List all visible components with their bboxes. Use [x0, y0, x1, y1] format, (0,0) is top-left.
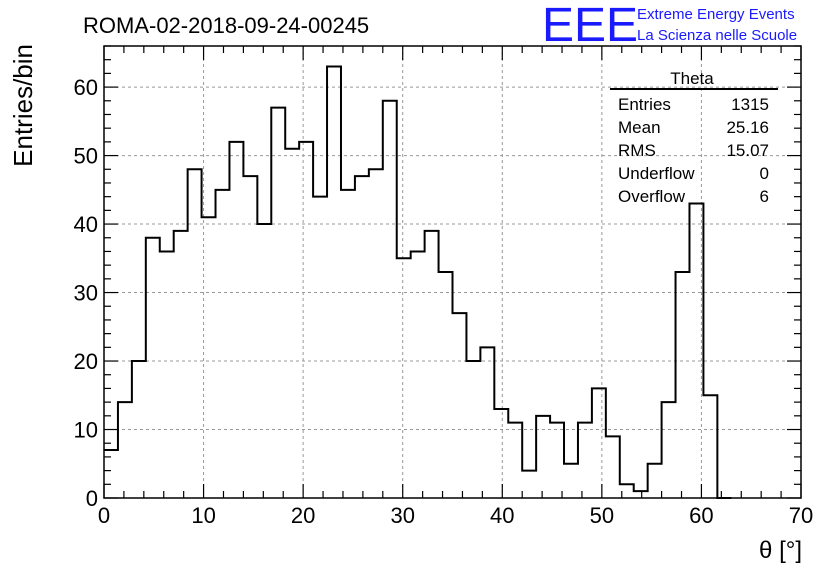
y-tick-label: 10: [74, 418, 98, 443]
x-tick-label: 30: [390, 503, 414, 528]
y-tick-label: 30: [74, 281, 98, 306]
stats-row-label: Overflow: [618, 187, 686, 206]
stats-title: Theta: [670, 69, 714, 88]
x-tick-label: 20: [291, 503, 315, 528]
x-tick-label: 40: [490, 503, 514, 528]
stats-row-value: 0: [760, 164, 769, 183]
stats-rows: Entries 1315 Mean 25.16 RMS 15.07 Underflow 0 Ov…: [618, 95, 769, 206]
stats-row-label: Underflow: [618, 164, 695, 183]
plot-frame: [103, 45, 802, 499]
logo-mark: EEE: [542, 0, 638, 52]
y-tick-label: 40: [74, 212, 98, 237]
stats-box: Theta Entries 1315 Mean 25.16 RMS 15.07 Underf…: [610, 69, 778, 206]
chart-title: ROMA-02-2018-09-24-00245: [83, 13, 369, 38]
x-tick-label: 70: [789, 503, 813, 528]
x-tick-label: 0: [98, 503, 110, 528]
x-tick-label: 50: [590, 503, 614, 528]
stats-row-value: 1315: [731, 95, 769, 114]
stats-row-value: 25.16: [726, 118, 769, 137]
stats-row-value: 15.07: [726, 141, 769, 160]
stats-row-label: Mean: [618, 118, 661, 137]
y-tick-label: 0: [86, 486, 98, 511]
y-axis-label: Entries/bin: [8, 44, 38, 167]
stats-row-label: Entries: [618, 95, 671, 114]
x-tick-label: 10: [191, 503, 215, 528]
logo-line-2: La Scienza nelle Scuole: [637, 27, 797, 44]
y-tick-label: 20: [74, 349, 98, 374]
x-tick-label: 60: [689, 503, 713, 528]
histogram-line: [104, 65, 732, 499]
eee-logo: EEE Extreme Energy Events La Scienza nel…: [542, 0, 797, 52]
logo-line-1: Extreme Energy Events: [637, 6, 795, 23]
stats-row-value: 6: [760, 187, 769, 206]
stats-row-label: RMS: [618, 141, 656, 160]
y-tick-label: 60: [74, 75, 98, 100]
y-tick-label: 50: [74, 144, 98, 169]
x-axis-label: θ [°]: [759, 537, 802, 564]
